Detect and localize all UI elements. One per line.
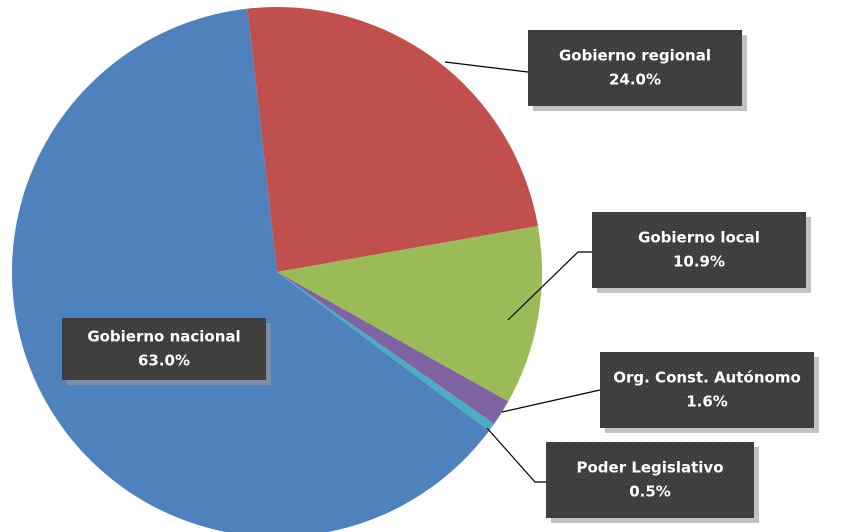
category-label: Gobierno nacional: [87, 328, 240, 346]
label-box: [546, 442, 754, 518]
category-label: Org. Const. Autónomo: [613, 369, 801, 387]
category-label: Poder Legislativo: [576, 459, 723, 477]
label-box: [528, 30, 742, 106]
category-label: Gobierno regional: [559, 47, 711, 65]
leader-line: [486, 427, 546, 483]
leader-line: [507, 251, 592, 321]
label-box: [600, 352, 814, 428]
pie-slice: [277, 272, 495, 431]
label-box: [62, 318, 266, 380]
pie-slice: [247, 7, 538, 273]
value-label: 10.9%: [673, 253, 725, 271]
value-label: 1.6%: [686, 393, 728, 411]
leader-line: [501, 389, 601, 413]
value-label: 0.5%: [629, 483, 671, 501]
value-label: 63.0%: [138, 352, 190, 370]
category-label: Gobierno local: [638, 229, 760, 247]
pie-slice: [12, 8, 490, 532]
label-box: [592, 212, 806, 288]
leader-line: [444, 61, 529, 73]
pie-slice: [277, 272, 509, 424]
pie-slice: [277, 225, 542, 402]
value-label: 24.0%: [609, 71, 661, 89]
